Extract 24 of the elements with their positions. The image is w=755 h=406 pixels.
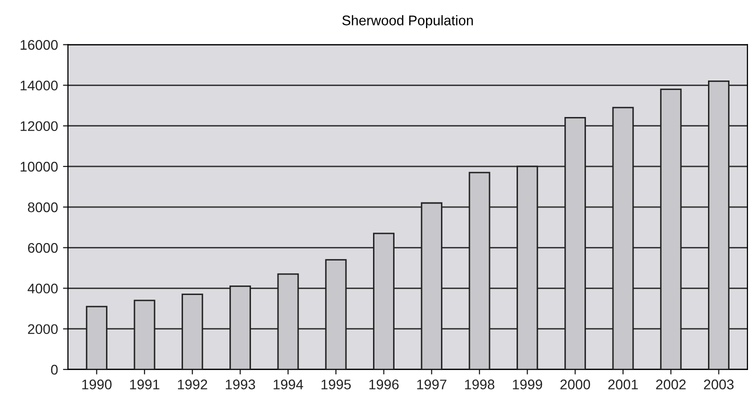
x-tick-label: 1993 (226, 380, 256, 390)
x-tick-label: 1992 (178, 380, 208, 390)
x-tick-label: 1997 (417, 380, 446, 390)
chart-title: Sherwood Population (342, 15, 473, 28)
x-tick-label: 1999 (512, 380, 542, 390)
y-tick-label: 2000 (28, 324, 58, 334)
y-tick-label: 14000 (20, 80, 58, 90)
x-tick-label: 1995 (322, 380, 351, 390)
x-tick-label: 1994 (274, 380, 304, 390)
y-tick-label: 6000 (28, 242, 58, 253)
y-tick-label: 10000 (20, 162, 58, 172)
x-tick-label: 2001 (608, 380, 638, 390)
x-tick-label: 1991 (130, 380, 160, 390)
y-tick-label: 12000 (20, 121, 58, 132)
x-tick-label: 1996 (369, 380, 399, 390)
x-tick-label: 2003 (704, 380, 734, 390)
x-tick-label: 2000 (560, 380, 590, 390)
x-tick-label: 1998 (465, 380, 494, 390)
x-tick-label: 2002 (656, 380, 686, 390)
y-tick-label: 4000 (28, 284, 58, 294)
x-tick-label: 1990 (82, 380, 112, 390)
y-tick-label: 8000 (28, 202, 58, 212)
y-tick-label: 0 (51, 364, 58, 375)
y-tick-label: 16000 (20, 40, 58, 50)
